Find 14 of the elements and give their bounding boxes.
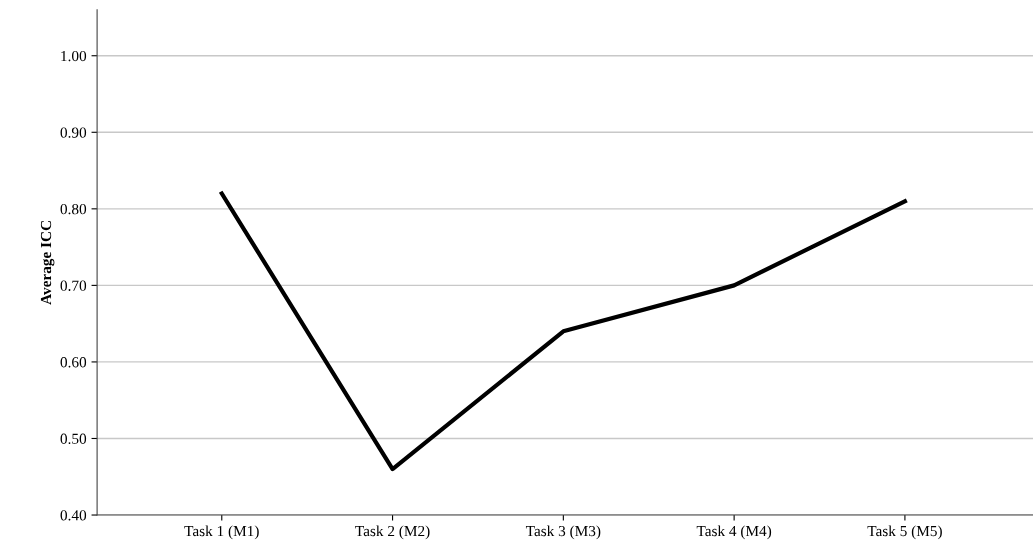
x-tick-label: Task 5 (M5) (867, 525, 942, 540)
y-tick-label: 0.40 (60, 510, 87, 521)
y-tick-label: 0.80 (60, 203, 87, 215)
y-tick-label: 0.50 (60, 433, 87, 444)
y-axis-title: Average ICC (40, 221, 55, 305)
x-tick-label: Task 4 (M4) (696, 525, 772, 540)
x-tick-label: Task 3 (M3) (525, 525, 601, 540)
x-tick-label: Task 1 (M1) (184, 525, 259, 540)
x-tick-label: Task 2 (M2) (355, 525, 430, 540)
y-tick-label: 1.00 (61, 50, 87, 62)
y-tick-label: 0.90 (60, 127, 87, 138)
line-series (219, 191, 907, 472)
y-tick-label: 0.70 (60, 280, 87, 291)
y-tick-label: 0.60 (60, 357, 87, 368)
